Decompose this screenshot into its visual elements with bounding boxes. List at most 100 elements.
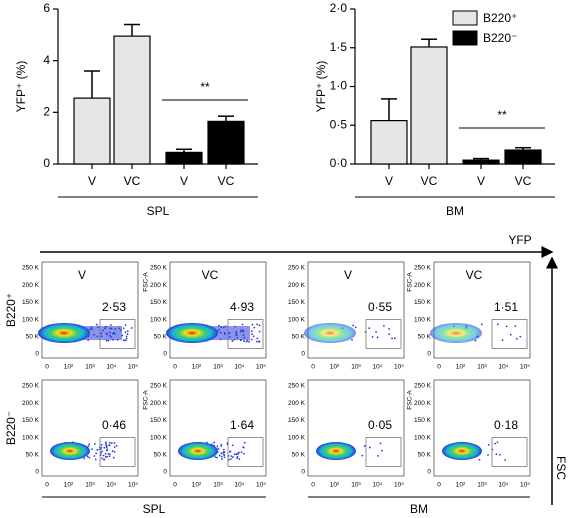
event-dot — [86, 455, 89, 458]
event-dot — [102, 454, 105, 457]
event-dot — [377, 454, 380, 457]
fsc-tick-label: 50 K — [154, 452, 168, 459]
event-dot — [379, 442, 382, 445]
event-dot — [368, 327, 371, 330]
event-dot — [105, 339, 108, 342]
yfp-tick-label: 10² — [330, 482, 340, 489]
yfp-tick-label: 10² — [64, 364, 74, 371]
fsc-tick-label: 200 K — [150, 400, 168, 407]
event-dot — [213, 441, 216, 444]
yfp-tick-label: 10² — [456, 482, 466, 489]
event-dot — [108, 444, 111, 446]
yfp-tick-label: 10² — [64, 482, 74, 489]
yfp-tick-label: 10⁵ — [394, 364, 404, 371]
event-dot — [115, 444, 118, 447]
event-dot — [124, 331, 127, 334]
event-dot — [256, 340, 258, 343]
fsc-tick-label: 150 K — [288, 299, 306, 306]
fsc-tick-label: 200 K — [414, 400, 432, 407]
legend-swatch — [452, 30, 478, 46]
event-dot — [214, 456, 217, 458]
fsc-tick-label: 0 — [427, 469, 431, 476]
yfp-tick-label: 10³ — [477, 482, 487, 489]
fsc-tick-label: 250 K — [22, 265, 40, 272]
y-tick-label: 1·0 — [330, 79, 348, 93]
yfp-tick-label: 10³ — [351, 482, 361, 489]
fsc-tick-label: 250 K — [150, 383, 168, 390]
event-dot — [107, 452, 110, 455]
event-dot — [123, 339, 125, 342]
yfp-tick-label: 10² — [192, 364, 202, 371]
event-dot — [243, 340, 245, 342]
event-dot — [505, 325, 508, 328]
event-dot — [111, 450, 114, 452]
y-tick-label: 2·0 — [330, 1, 348, 15]
fsc-tick-label: 50 K — [418, 334, 432, 341]
yfp-tick-label: 10⁵ — [394, 482, 404, 489]
event-dot — [221, 458, 223, 461]
event-dot — [217, 448, 220, 450]
event-dot — [256, 323, 259, 326]
fsc-tick-label: 250 K — [288, 265, 306, 272]
fsc-tick-label: 200 K — [22, 400, 40, 407]
bar — [410, 46, 448, 165]
y-arrow-label: FSC — [554, 456, 568, 480]
significance: ** — [200, 80, 210, 94]
event-dot — [516, 337, 518, 340]
x-tick-label: VC — [421, 174, 438, 188]
fsc-tick-label: 150 K — [22, 417, 40, 424]
event-dot — [514, 325, 517, 328]
bar — [165, 151, 203, 165]
fsc-tick-label: 100 K — [414, 434, 432, 441]
fsc-tick-label: 0 — [163, 469, 167, 476]
yfp-tick-label: 10⁵ — [520, 482, 530, 489]
event-dot — [100, 446, 103, 449]
event-dot — [103, 446, 106, 449]
fsc-tick-label: 200 K — [150, 282, 168, 289]
yfp-tick-label: 10⁴ — [106, 482, 116, 489]
yfp-tick-label: 0 — [311, 482, 315, 489]
fsc-tick-label: 250 K — [414, 383, 432, 390]
event-dot — [245, 340, 248, 343]
y-axis-label: YFP⁺ (%) — [314, 61, 328, 113]
yfp-tick-label: 10³ — [351, 364, 361, 371]
event-dot — [122, 327, 125, 330]
y-tick-label: 1·5 — [330, 40, 348, 54]
event-dot — [222, 453, 225, 456]
event-dot — [236, 452, 239, 455]
event-dot — [393, 337, 396, 340]
x-tick-label: V — [477, 174, 485, 188]
event-dot — [230, 455, 233, 458]
fsc-tick-label: 150 K — [22, 299, 40, 306]
yfp-tick-label: 0 — [45, 482, 49, 489]
event-dot — [391, 337, 393, 340]
fsc-tick-label: 150 K — [414, 417, 432, 424]
column-title: V — [344, 268, 352, 282]
yfp-tick-label: 10⁵ — [256, 482, 266, 489]
event-dot — [88, 456, 91, 459]
event-dot — [220, 445, 223, 447]
yfp-tick-label: 10⁴ — [234, 482, 244, 489]
event-dot — [230, 458, 232, 460]
fsc-tick-label: 150 K — [288, 417, 306, 424]
event-dot — [105, 446, 108, 449]
yfp-tick-label: 10⁴ — [372, 482, 382, 489]
fsc-tick-label: 200 K — [288, 282, 306, 289]
yfp-tick-label: 10² — [192, 482, 202, 489]
yfp-tick-label: 10² — [456, 364, 466, 371]
gate — [99, 437, 136, 467]
x-tick-label: V — [180, 174, 188, 188]
yfp-tick-label: 0 — [45, 364, 49, 371]
event-dot — [220, 452, 223, 455]
yfp-tick-label: 0 — [173, 364, 177, 371]
bar — [462, 159, 500, 165]
column-title: V — [78, 268, 86, 282]
event-dot — [112, 456, 115, 459]
event-dot — [233, 453, 236, 456]
event-dot — [124, 339, 127, 342]
gate-value: 2·53 — [102, 300, 126, 314]
event-dot — [94, 458, 97, 461]
event-dot — [251, 333, 253, 335]
x-tick-label: VC — [515, 174, 532, 188]
